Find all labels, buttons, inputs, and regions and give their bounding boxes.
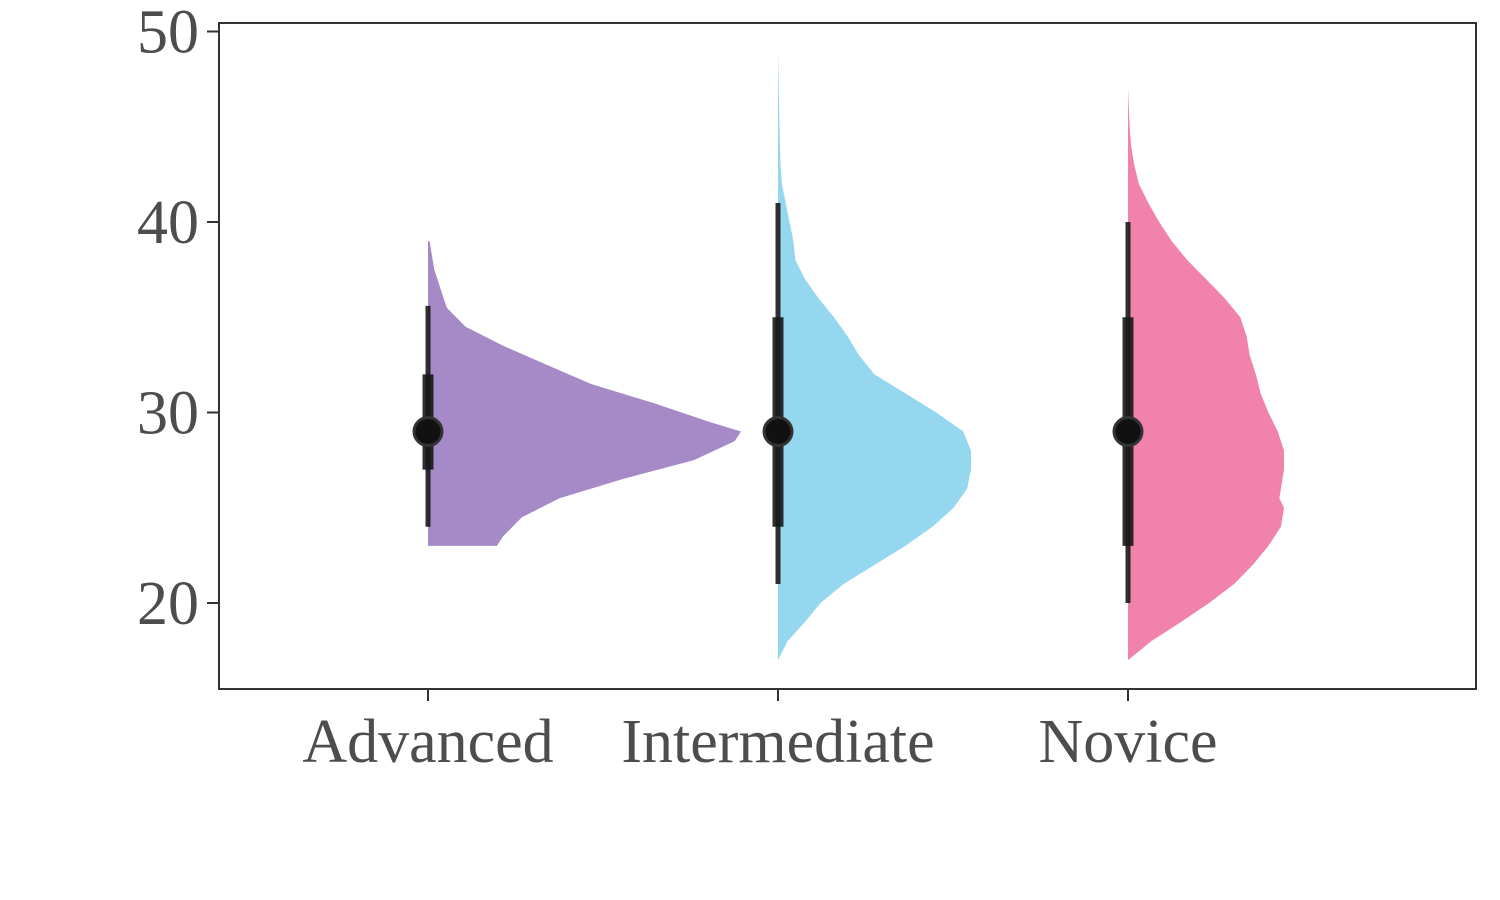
y-tick-label: 50 (137, 0, 199, 67)
median-point-intermediate (762, 416, 794, 448)
y-tick-label: 20 (137, 570, 199, 638)
y-tick-label: 30 (137, 380, 199, 448)
y-tick-label: 40 (137, 189, 199, 257)
median-point-advanced (412, 416, 444, 448)
violin-advanced (428, 241, 741, 546)
violin-layer (428, 50, 1284, 661)
interval-layer (412, 202, 1144, 603)
x-tick-label-intermediate: Intermediate (621, 708, 934, 776)
x-tick-label-advanced: Advanced (302, 708, 553, 776)
y-axis: 20 30 40 50 (137, 0, 219, 638)
x-tick-label-novice: Novice (1038, 708, 1217, 776)
median-point-novice (1112, 416, 1144, 448)
violin-intermediate (778, 50, 971, 661)
panel-border (218, 22, 1477, 690)
x-axis: Advanced Intermediate Novice (302, 689, 1218, 776)
violin-novice (1128, 88, 1284, 661)
